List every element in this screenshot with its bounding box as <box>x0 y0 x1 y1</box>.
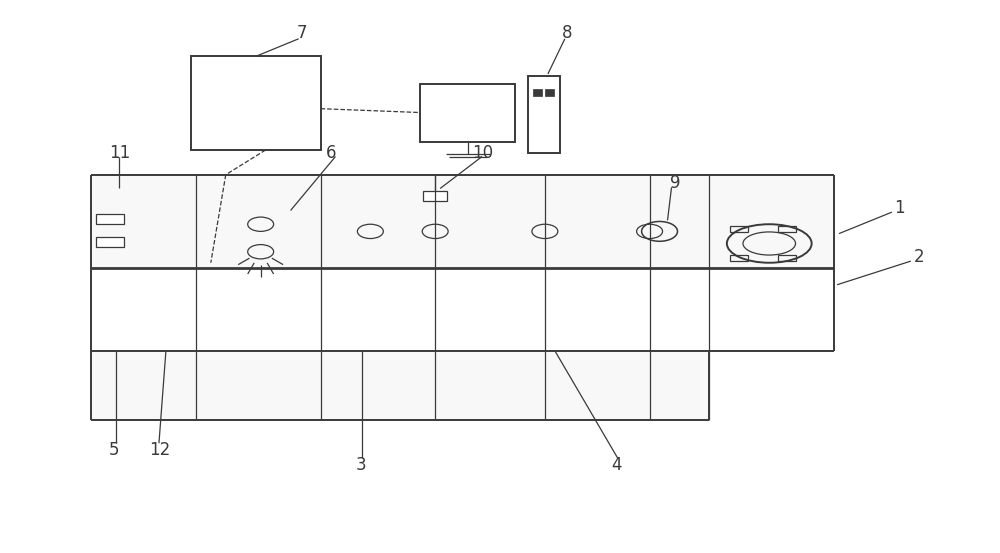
Bar <box>91 175 834 268</box>
Bar <box>96 237 124 247</box>
Text: 8: 8 <box>562 24 572 42</box>
Bar <box>91 351 709 420</box>
Bar <box>420 84 515 142</box>
Bar <box>778 255 796 261</box>
Bar <box>191 56 320 150</box>
Text: 2: 2 <box>914 248 924 266</box>
Text: 10: 10 <box>472 144 493 161</box>
Text: 4: 4 <box>612 456 622 474</box>
Bar <box>533 90 542 96</box>
Text: 5: 5 <box>109 441 120 459</box>
Text: 9: 9 <box>670 174 680 192</box>
Bar <box>778 226 796 232</box>
Bar <box>423 191 447 201</box>
Text: 11: 11 <box>109 144 130 161</box>
Text: 1: 1 <box>894 199 905 217</box>
Text: 7: 7 <box>297 24 307 42</box>
Bar <box>96 215 124 224</box>
Bar <box>730 255 748 261</box>
Text: 3: 3 <box>355 456 366 474</box>
Text: 6: 6 <box>325 144 336 161</box>
Bar <box>545 90 554 96</box>
Bar <box>528 76 560 153</box>
Text: 12: 12 <box>149 441 170 459</box>
Bar <box>730 226 748 232</box>
